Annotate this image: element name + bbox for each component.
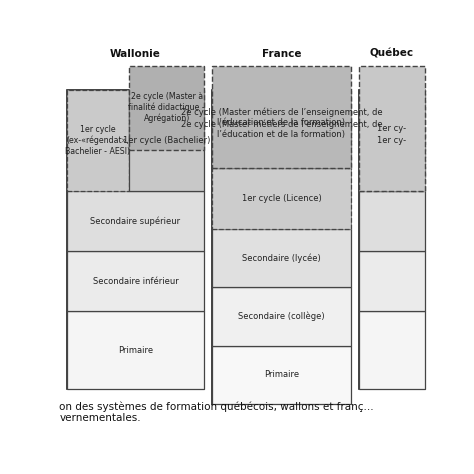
Text: vernementales.: vernementales.	[59, 413, 141, 423]
Text: Secondaire (lycée): Secondaire (lycée)	[242, 254, 321, 263]
Text: Wallonie: Wallonie	[110, 49, 161, 59]
Text: Québec: Québec	[370, 49, 414, 59]
Bar	[212, 168, 351, 229]
Bar	[129, 90, 204, 191]
Bar	[212, 90, 351, 168]
Text: 2e cycle (Master métiers de l’enseignement, de
l’éducation et de la formation): 2e cycle (Master métiers de l’enseigneme…	[181, 119, 383, 139]
Bar	[129, 66, 204, 150]
Text: 2e cycle (Master métiers de l’enseignement, de
l’éducation et de la formation): 2e cycle (Master métiers de l’enseigneme…	[181, 107, 383, 127]
Text: Primaire: Primaire	[118, 346, 153, 355]
Bar	[359, 191, 425, 251]
Text: Secondaire supérieur: Secondaire supérieur	[91, 217, 181, 226]
Text: 1er cy-: 1er cy-	[377, 136, 406, 145]
Bar	[66, 311, 204, 389]
Text: Primaire: Primaire	[264, 370, 299, 379]
Bar	[359, 90, 425, 389]
Bar	[66, 90, 204, 389]
Text: 1er cycle (Licence): 1er cycle (Licence)	[242, 194, 321, 203]
Text: France: France	[262, 49, 301, 59]
Text: 1er cy-: 1er cy-	[377, 124, 406, 133]
Bar	[212, 229, 351, 287]
Bar	[359, 251, 425, 311]
Bar	[212, 66, 351, 168]
Text: 1er cycle
(ex-«régendat»,
Bachelier - AESI): 1er cycle (ex-«régendat», Bachelier - AE…	[65, 126, 130, 156]
Text: on des systèmes de formation québécois, wallons et franç...: on des systèmes de formation québécois, …	[59, 401, 374, 411]
Bar	[66, 191, 204, 251]
Text: 2e cycle (Master à
finalité didactique -
Agrégation): 2e cycle (Master à finalité didactique -…	[128, 92, 205, 123]
Bar	[66, 251, 204, 311]
Text: Secondaire inférieur: Secondaire inférieur	[92, 277, 178, 286]
Bar	[359, 90, 425, 191]
Bar	[359, 311, 425, 389]
Text: Secondaire (collège): Secondaire (collège)	[238, 312, 325, 321]
Text: 1er cycle (Bachelier): 1er cycle (Bachelier)	[123, 136, 210, 145]
Bar	[212, 90, 351, 404]
Bar	[212, 287, 351, 346]
Bar	[66, 90, 129, 191]
Bar	[212, 346, 351, 404]
Bar	[359, 66, 425, 191]
